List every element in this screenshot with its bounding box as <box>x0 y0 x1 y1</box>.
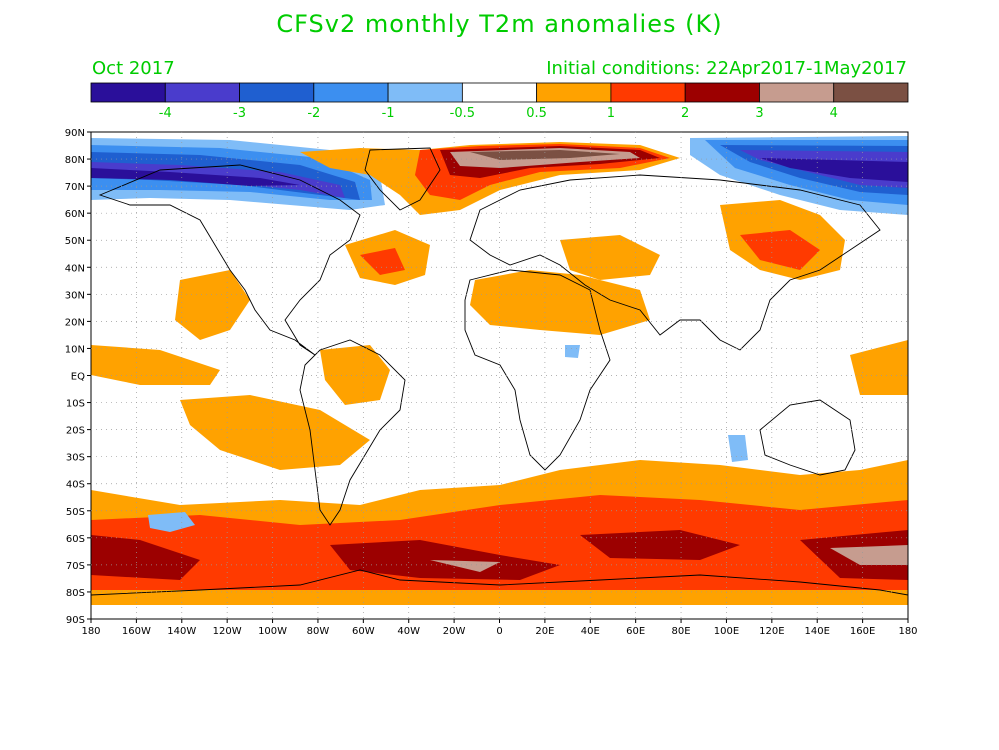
lat-tick-label: 10N <box>65 344 85 355</box>
lat-tick-label: 40S <box>66 480 85 491</box>
anomaly-region <box>760 158 908 182</box>
eurasia-outline <box>469 174 881 351</box>
anomaly-region <box>850 340 908 395</box>
anomaly-region <box>91 345 220 385</box>
graticule <box>91 132 908 619</box>
anomaly-region <box>360 248 405 275</box>
lon-tick-label: 80E <box>672 626 691 637</box>
lat-tick-label: 70N <box>65 182 85 193</box>
lat-tick-label: 60S <box>66 534 85 545</box>
lat-tick-label: 60N <box>65 209 85 220</box>
colorbar-label: -3 <box>233 106 246 121</box>
coastlines <box>91 147 908 596</box>
colorbar-label: 4 <box>830 106 838 121</box>
colorbar-swatch <box>313 82 389 103</box>
anomaly-region <box>580 530 740 560</box>
anomaly-region <box>330 540 560 580</box>
lon-tick-label: 160W <box>122 626 151 637</box>
anomaly-region <box>728 435 748 462</box>
colorbar-label: -2 <box>307 106 320 121</box>
colorbar-swatch <box>387 82 463 103</box>
lat-tick-label: 30S <box>66 453 85 464</box>
colorbar-swatch <box>684 82 760 103</box>
colorbar-label: 3 <box>755 106 763 121</box>
lon-tick-label: 160E <box>850 626 875 637</box>
lon-tick-label: 140W <box>167 626 196 637</box>
lat-tick-label: 90S <box>66 615 85 626</box>
colorbar-label: -0.5 <box>450 106 475 121</box>
lon-tick-label: 20E <box>535 626 554 637</box>
africa-outline <box>464 269 611 471</box>
south-america-outline <box>299 339 406 526</box>
forecast-month: Oct 2017 <box>92 58 175 79</box>
anomaly-region <box>830 545 908 565</box>
map-title: CFSv2 monthly T2m anomalies (K) <box>276 10 723 38</box>
colorbar <box>90 82 909 103</box>
lat-tick-label: 20S <box>66 426 85 437</box>
lon-tick-label: 120W <box>213 626 242 637</box>
colorbar-label: -4 <box>159 106 172 121</box>
colorbar-swatch <box>164 82 240 103</box>
lat-tick-label: 50N <box>65 236 85 247</box>
lon-tick-label: 180 <box>81 626 100 637</box>
north-america-outline <box>98 164 361 356</box>
lat-tick-label: 90N <box>65 128 85 139</box>
lon-tick-label: 0 <box>496 626 502 637</box>
colorbar-swatch <box>759 82 835 103</box>
colorbar-label: 1 <box>607 106 615 121</box>
lon-tick-label: 100W <box>258 626 287 637</box>
lat-tick-label: 40N <box>65 263 85 274</box>
lat-tick-label: 80S <box>66 588 85 599</box>
lon-tick-label: 120E <box>759 626 784 637</box>
anomaly-region <box>91 168 300 186</box>
anomaly-region <box>148 512 195 532</box>
initial-conditions: Initial conditions: 22Apr2017-1May2017 <box>546 58 907 79</box>
lon-tick-label: 60W <box>352 626 375 637</box>
lon-tick-label: 180 <box>898 626 917 637</box>
anomaly-region <box>565 345 580 358</box>
colorbar-label: 2 <box>681 106 689 121</box>
greenland-outline <box>364 147 441 211</box>
lon-tick-label: 40E <box>581 626 600 637</box>
colorbar-label: 0.5 <box>526 106 547 121</box>
lon-tick-label: 140E <box>805 626 830 637</box>
anomaly-region <box>740 230 820 270</box>
lon-tick-label: 20W <box>443 626 466 637</box>
colorbar-labels: -4 -3 -2 -1 -0.5 0.5 1 2 3 4 <box>159 106 838 121</box>
colorbar-swatch <box>833 82 909 103</box>
anomaly-region <box>470 270 650 335</box>
lat-tick-label: 70S <box>66 561 85 572</box>
lon-tick-label: 60E <box>626 626 645 637</box>
colorbar-swatch <box>536 82 612 103</box>
lon-tick-label: 100E <box>714 626 739 637</box>
anomaly-region <box>320 345 390 405</box>
colorbar-swatch <box>610 82 686 103</box>
lat-tick-label: 30N <box>65 290 85 301</box>
lon-tick-label: 80W <box>307 626 330 637</box>
antarctica-outline <box>91 569 908 596</box>
anomaly-region <box>180 395 370 470</box>
lat-tick-label: 50S <box>66 507 85 518</box>
colorbar-swatch <box>90 82 166 103</box>
lat-tick-label: EQ <box>71 372 85 383</box>
colorbar-swatch <box>239 82 315 103</box>
anomaly-region <box>175 270 250 340</box>
lat-tick-label: 10S <box>66 399 85 410</box>
colorbar-label: -1 <box>382 106 395 121</box>
colorbar-swatch <box>461 82 538 103</box>
lon-tick-label: 40W <box>397 626 420 637</box>
anomaly-region <box>430 560 500 572</box>
map-panel <box>91 132 908 619</box>
anomaly-region <box>560 235 660 280</box>
anomaly-region <box>91 535 200 580</box>
anomaly-region <box>470 150 620 160</box>
latitude-axis: 90N 80N 70N 60N 50N 40N 30N 20N 10N EQ 10S 20S 30S 40… <box>65 128 91 626</box>
lat-tick-label: 80N <box>65 155 85 166</box>
australia-outline <box>759 399 856 476</box>
longitude-axis: 180 160W 140W 120W 100W 80W 60W 40W 20W 0 20E 40E 60… <box>81 619 918 637</box>
lat-tick-label: 20N <box>65 317 85 328</box>
